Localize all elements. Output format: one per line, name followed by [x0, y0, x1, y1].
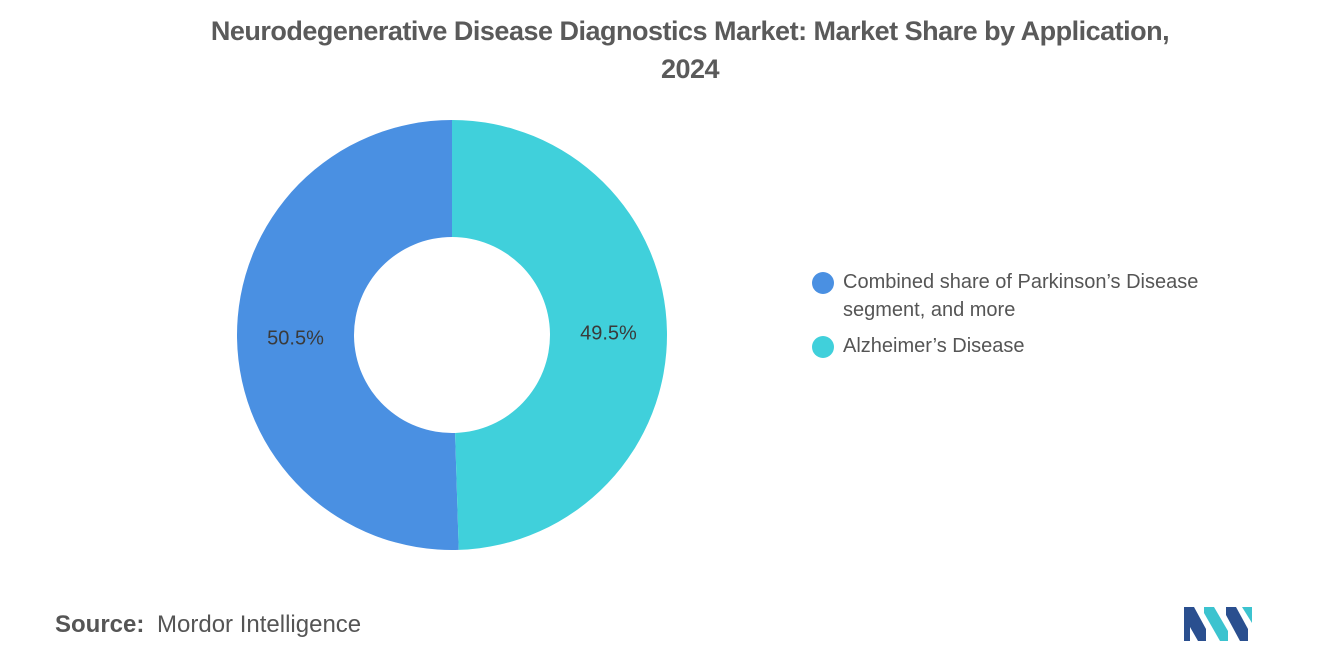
chart-legend: Combined share of Parkinson’s Disease se… — [812, 268, 1272, 368]
legend-label-alzheimers: Alzheimer’s Disease — [843, 335, 1025, 357]
slice-parkinsons-combined — [236, 120, 459, 551]
legend-swatch-alzheimers — [812, 336, 834, 358]
slice-label-alzheimers: 49.5% — [580, 323, 637, 345]
chart-title-line-2: 2024 — [660, 54, 720, 84]
chart-title: Neurodegenerative Disease Diagnostics Ma… — [0, 12, 1320, 88]
slice-label-parkinsons-combined: 50.5% — [267, 327, 324, 349]
chart-title-line-1: Neurodegenerative Disease Diagnostics Ma… — [210, 16, 1170, 46]
source-label: Source: — [55, 611, 145, 638]
legend-label-line-1: Combined share of Parkinson’s Disease — [843, 271, 1199, 293]
legend-label-parkinsons-combined: Combined share of Parkinson’s Disease se… — [843, 268, 1198, 324]
source-note: Source: Mordor Intelligence — [55, 611, 361, 639]
slice-alzheimers — [452, 120, 667, 550]
legend-item-alzheimers: Alzheimer’s Disease — [812, 332, 1272, 360]
legend-swatch-parkinsons-combined — [812, 272, 834, 294]
mordor-intelligence-logo-icon — [1184, 607, 1252, 641]
legend-item-parkinsons-combined: Combined share of Parkinson’s Disease se… — [812, 268, 1272, 324]
source-text: Mordor Intelligence — [157, 611, 362, 638]
legend-label-line-2: segment, and more — [843, 299, 1016, 321]
